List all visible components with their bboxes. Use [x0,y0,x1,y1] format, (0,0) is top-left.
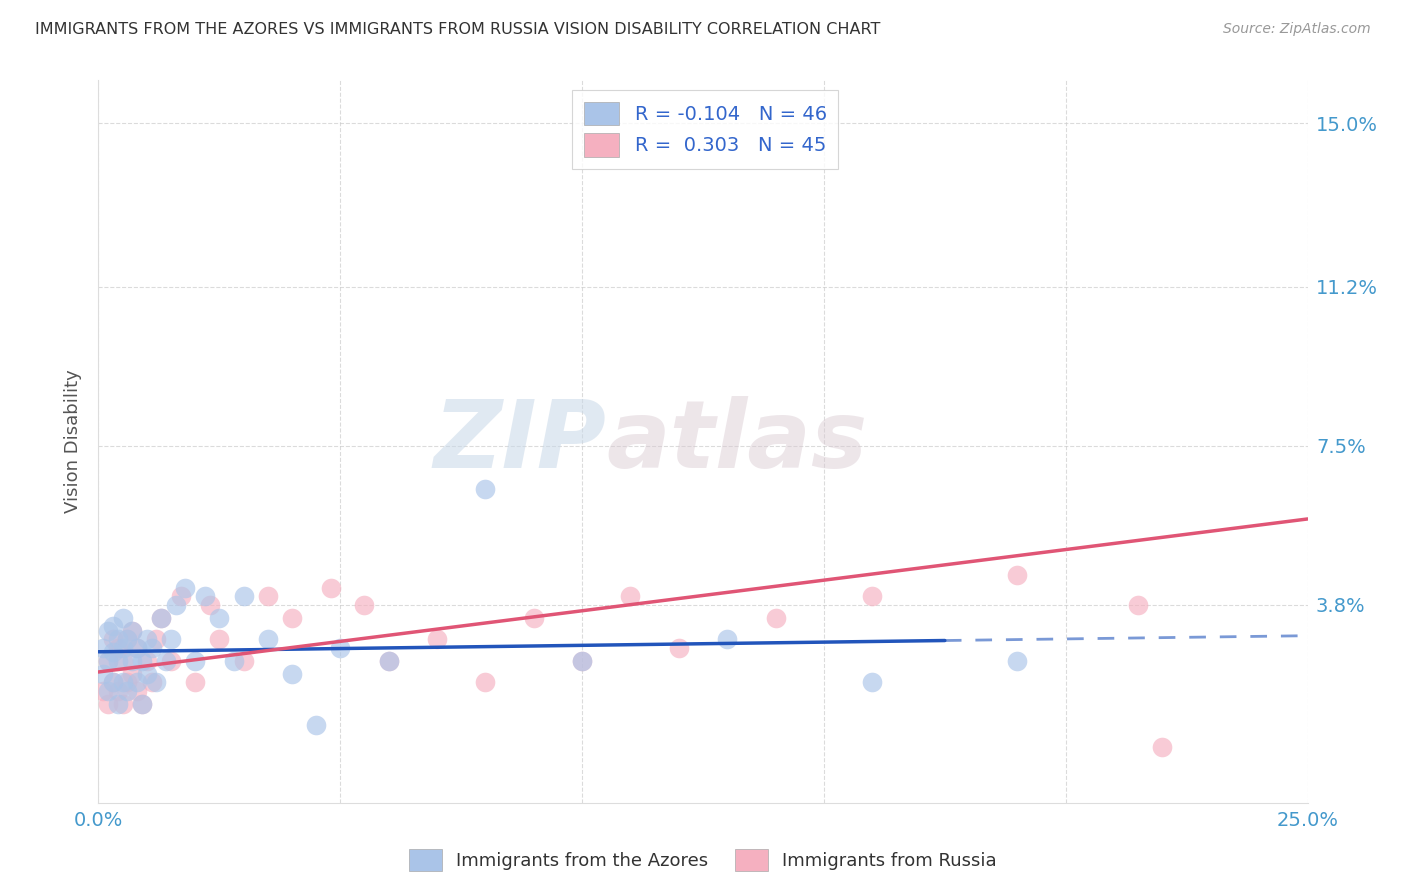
Point [97,684,120,698]
Point [131,697,153,711]
Point [107,697,129,711]
Point [97,624,120,638]
Point [127,640,149,655]
Point [619,590,641,604]
Point [377,654,399,668]
Point [107,684,129,698]
Point [281,666,304,681]
Point [91,666,114,681]
Point [1007,654,1029,668]
Point [256,632,278,647]
Point [117,632,139,647]
Point [160,654,183,668]
Point [329,640,352,655]
Point [765,611,787,625]
Point [121,624,143,638]
Point [860,675,883,690]
Point [155,654,177,668]
Point [101,619,124,633]
Legend: Immigrants from the Azores, Immigrants from Russia: Immigrants from the Azores, Immigrants f… [402,842,1004,879]
Point [198,598,221,612]
Point [127,640,149,655]
Point [377,654,399,668]
Point [91,640,114,655]
Y-axis label: Vision Disability: Vision Disability [63,369,82,514]
Point [1007,567,1029,582]
Point [127,675,149,690]
Point [101,645,124,659]
Point [131,697,153,711]
Point [101,632,124,647]
Point [107,640,129,655]
Point [571,654,593,668]
Point [281,611,304,625]
Point [97,697,120,711]
Point [141,640,163,655]
Point [319,581,342,595]
Point [668,640,690,655]
Point [305,718,328,732]
Text: atlas: atlas [606,395,868,488]
Point [121,624,143,638]
Point [426,632,449,647]
Point [121,666,143,681]
Point [208,632,231,647]
Point [145,675,167,690]
Point [107,654,129,668]
Point [111,654,134,668]
Point [256,590,278,604]
Point [117,675,139,690]
Point [184,654,207,668]
Point [131,654,153,668]
Point [111,675,134,690]
Point [860,590,883,604]
Point [150,611,173,625]
Point [145,632,167,647]
Point [91,684,114,698]
Point [232,590,254,604]
Point [111,640,134,655]
Point [194,590,217,604]
Point [1152,739,1174,754]
Point [117,632,139,647]
Point [160,632,183,647]
Point [474,675,496,690]
Point [474,482,496,496]
Point [117,684,139,698]
Point [107,632,129,647]
Point [135,666,157,681]
Point [121,654,143,668]
Point [184,675,207,690]
Text: Source: ZipAtlas.com: Source: ZipAtlas.com [1223,22,1371,37]
Point [135,654,157,668]
Point [716,632,738,647]
Point [165,598,187,612]
Point [208,611,231,625]
Point [150,611,173,625]
Text: ZIP: ZIP [433,395,606,488]
Point [169,590,191,604]
Point [1128,598,1150,612]
Point [353,598,375,612]
Point [141,675,163,690]
Point [135,632,157,647]
Point [97,654,120,668]
Point [101,675,124,690]
Point [174,581,197,595]
Point [127,684,149,698]
Point [97,654,120,668]
Text: IMMIGRANTS FROM THE AZORES VS IMMIGRANTS FROM RUSSIA VISION DISABILITY CORRELATI: IMMIGRANTS FROM THE AZORES VS IMMIGRANTS… [35,22,880,37]
Point [111,697,134,711]
Point [232,654,254,668]
Point [523,611,546,625]
Point [101,675,124,690]
Point [222,654,245,668]
Point [111,611,134,625]
Legend: R = -0.104   N = 46, R =  0.303   N = 45: R = -0.104 N = 46, R = 0.303 N = 45 [572,90,838,169]
Point [571,654,593,668]
